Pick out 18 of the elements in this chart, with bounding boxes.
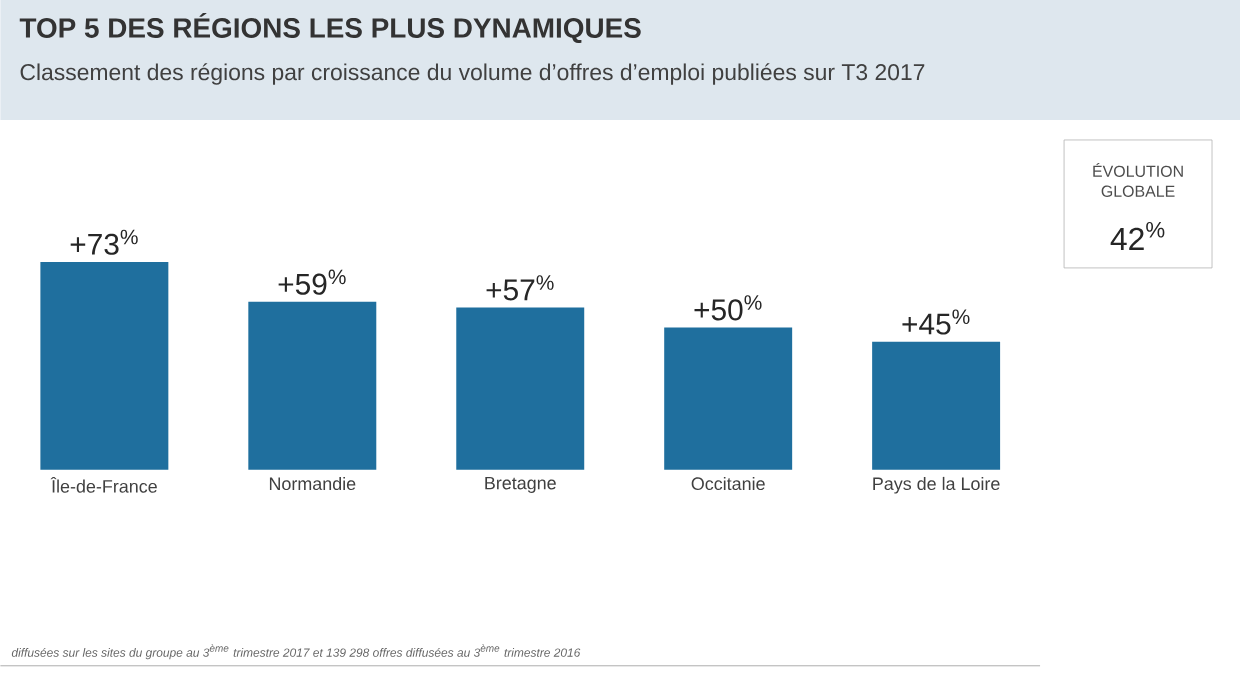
data-label: +73$^{%}$ (70, 229, 138, 255)
x-tick-label: Pays de la Loire (873, 476, 1000, 494)
bar (872, 341, 1001, 470)
data-label: +59$^{%}$ (278, 269, 346, 295)
chart-title: TOP 5 DES RÉGIONS LES PLUS DYNAMIQUES (19, 12, 641, 44)
chart-subtitle: Classement des régions par croissance du volume d’offres d’emploi publiées sur T3 2017 (20, 63, 925, 85)
bar (248, 301, 377, 470)
x-tick-label: Occitanie (691, 476, 765, 491)
x-tick-label: Normandie (269, 476, 356, 491)
x-tick-label: Bretagne (485, 476, 556, 494)
data-label: +45$^{%}$ (902, 309, 970, 335)
data-label: +57$^{%}$ (486, 275, 554, 301)
bar (664, 327, 793, 470)
bar (40, 262, 169, 470)
text: 42$^{%}$ (1110, 222, 1165, 250)
x-tick-label: Île-de-France (50, 476, 157, 493)
data-label: +50$^{%}$ (694, 295, 762, 321)
bar (456, 307, 585, 470)
